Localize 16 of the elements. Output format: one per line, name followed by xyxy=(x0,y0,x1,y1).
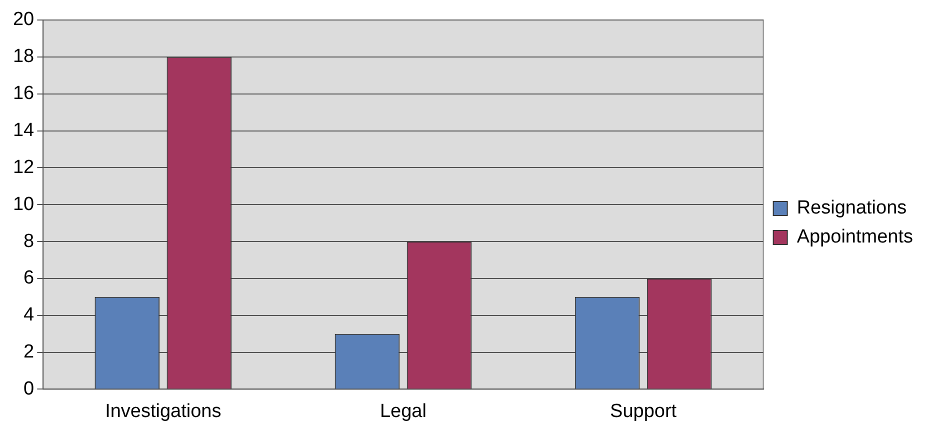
y-tick-label: 16 xyxy=(12,83,34,104)
legend-label: Appointments xyxy=(796,226,914,248)
y-tick-label: 2 xyxy=(24,342,34,363)
x-tick-label: Legal xyxy=(380,400,426,422)
y-tick-label: 0 xyxy=(24,378,34,400)
x-tick-label: Support xyxy=(610,400,678,422)
y-tick-label: 20 xyxy=(12,9,34,30)
legend-label: Resignations xyxy=(796,198,907,219)
y-tick-label: 12 xyxy=(12,156,34,178)
y-tick-label: 18 xyxy=(12,46,34,68)
y-tick-label: 14 xyxy=(12,120,35,141)
y-tick-label: 10 xyxy=(12,194,34,215)
y-tick-label: 4 xyxy=(24,304,35,326)
x-tick-label: Investigations xyxy=(105,400,222,422)
y-tick-label: 8 xyxy=(24,230,34,252)
y-tick-label: 6 xyxy=(24,268,34,289)
